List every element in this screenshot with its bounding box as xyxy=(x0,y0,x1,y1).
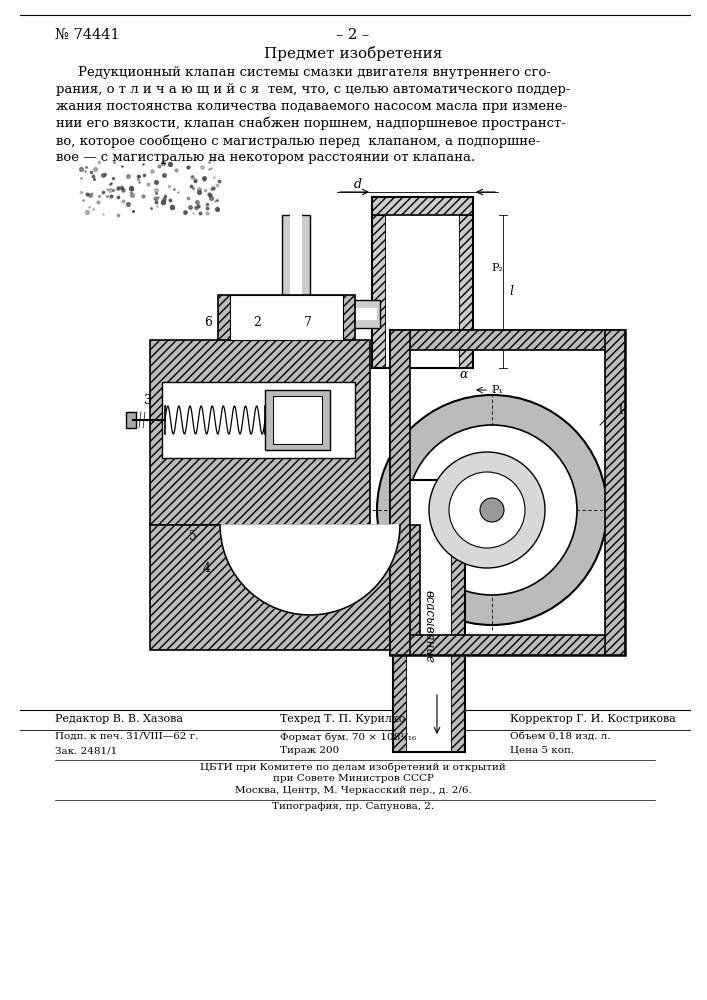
Text: № 74441: № 74441 xyxy=(55,28,119,42)
Text: Формат бум. 70 × 108¹/₁₆: Формат бум. 70 × 108¹/₁₆ xyxy=(280,732,416,742)
Text: Редукционный клапан системы смазки двигателя внутреннего сго-: Редукционный клапан системы смазки двига… xyxy=(78,66,551,79)
Bar xyxy=(230,295,343,340)
Bar xyxy=(372,215,386,368)
Text: Предмет изобретения: Предмет изобретения xyxy=(264,46,442,61)
Text: ЦБТИ при Комитете по делам изобретений и открытий: ЦБТИ при Комитете по делам изобретений и… xyxy=(200,762,506,772)
Text: – 2 –: – 2 – xyxy=(337,28,370,42)
Bar xyxy=(150,525,420,650)
Bar xyxy=(390,330,625,655)
Bar xyxy=(273,396,322,444)
Text: Типография, пр. Сапунова, 2.: Типография, пр. Сапунова, 2. xyxy=(272,802,434,811)
Bar xyxy=(407,480,451,752)
Text: 4: 4 xyxy=(203,562,211,574)
Bar xyxy=(126,412,136,428)
Text: во, которое сообщено с магистралью перед  клапаном, а подпоршне-: во, которое сообщено с магистралью перед… xyxy=(56,134,540,147)
Bar xyxy=(290,207,302,320)
Circle shape xyxy=(449,472,525,548)
Bar xyxy=(605,330,625,655)
Text: при Совете Министров СССР: при Совете Министров СССР xyxy=(273,774,433,783)
Circle shape xyxy=(377,395,607,625)
Bar xyxy=(372,197,473,215)
Text: Редактор В. В. Хазова: Редактор В. В. Хазова xyxy=(55,714,183,724)
Bar xyxy=(390,330,410,655)
Bar xyxy=(162,382,355,458)
Bar xyxy=(451,480,465,752)
Text: вое — с магистралью на некотором расстоянии от клапана.: вое — с магистралью на некотором расстоя… xyxy=(56,151,475,164)
Bar xyxy=(386,215,459,368)
Bar xyxy=(393,480,465,752)
Text: рания, о т л и ч а ю щ и й с я  тем, что, с целью автоматического поддер-: рания, о т л и ч а ю щ и й с я тем, что,… xyxy=(56,83,571,96)
Text: 5: 5 xyxy=(189,530,197,544)
Bar xyxy=(295,308,377,320)
Bar xyxy=(459,215,473,368)
Text: l: l xyxy=(509,285,513,298)
Text: Зак. 2481/1: Зак. 2481/1 xyxy=(55,746,117,755)
Text: 7: 7 xyxy=(304,316,312,328)
Text: жания постоянства количества подаваемого насосом масла при измене-: жания постоянства количества подаваемого… xyxy=(56,100,567,113)
Circle shape xyxy=(480,498,504,522)
Text: d: d xyxy=(354,178,362,191)
Polygon shape xyxy=(220,525,400,615)
Circle shape xyxy=(407,425,577,595)
Text: всасывание: всасывание xyxy=(423,589,436,662)
Text: 6: 6 xyxy=(204,316,212,328)
Bar xyxy=(390,330,625,350)
Text: нии его вязкости, клапан снабжен поршнем, надпоршневое пространст-: нии его вязкости, клапан снабжен поршнем… xyxy=(56,117,566,130)
Text: Корректор Г. И. Кострикова: Корректор Г. И. Кострикова xyxy=(510,714,676,724)
Text: 3: 3 xyxy=(144,393,152,406)
Text: P₁: P₁ xyxy=(491,385,503,395)
Text: α: α xyxy=(460,368,468,381)
Bar xyxy=(393,480,407,752)
Bar xyxy=(290,300,380,328)
Text: P₂: P₂ xyxy=(491,263,503,273)
Text: 2: 2 xyxy=(253,316,261,328)
Text: Цена 5 коп.: Цена 5 коп. xyxy=(510,746,574,755)
Bar xyxy=(372,197,473,368)
Bar xyxy=(265,390,330,450)
Bar xyxy=(390,635,625,655)
Text: Москва, Центр, М. Черкасский пер., д. 2/6.: Москва, Центр, М. Черкасский пер., д. 2/… xyxy=(235,786,472,795)
Bar xyxy=(218,295,355,340)
Bar xyxy=(150,340,370,525)
Text: Техред Т. П. Курилко: Техред Т. П. Курилко xyxy=(280,714,405,724)
Text: 1: 1 xyxy=(616,403,624,416)
Text: Тираж 200: Тираж 200 xyxy=(280,746,339,755)
Text: Подп. к печ. 31/VIII—62 г.: Подп. к печ. 31/VIII—62 г. xyxy=(55,732,199,741)
Circle shape xyxy=(429,452,545,568)
Text: Объем 0,18 изд. л.: Объем 0,18 изд. л. xyxy=(510,732,611,741)
Bar xyxy=(282,215,310,328)
